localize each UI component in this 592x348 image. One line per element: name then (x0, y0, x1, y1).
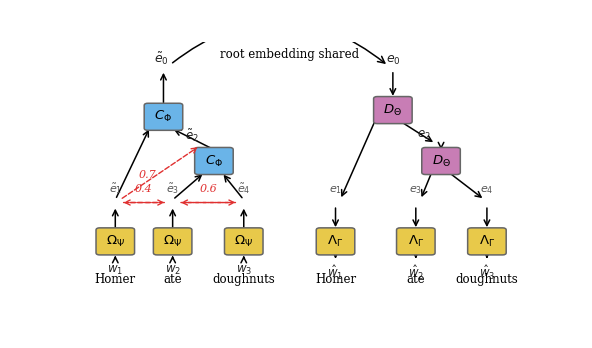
Text: $\hat{w}_3$: $\hat{w}_3$ (479, 264, 495, 282)
Text: 0.6: 0.6 (200, 184, 217, 195)
FancyBboxPatch shape (374, 96, 412, 124)
Text: $\hat{w}_1$: $\hat{w}_1$ (327, 264, 343, 282)
FancyBboxPatch shape (422, 148, 461, 175)
Text: $D_{\Theta}$: $D_{\Theta}$ (384, 103, 403, 118)
FancyBboxPatch shape (144, 103, 183, 130)
FancyBboxPatch shape (397, 228, 435, 255)
Text: $\tilde{e}_2$: $\tilde{e}_2$ (185, 128, 199, 144)
Text: ate: ate (407, 273, 425, 286)
Text: $\tilde{e}_4$: $\tilde{e}_4$ (237, 181, 250, 196)
Text: $\tilde{e}_0$: $\tilde{e}_0$ (154, 51, 169, 67)
FancyBboxPatch shape (224, 228, 263, 255)
Text: $\tilde{e}_1$: $\tilde{e}_1$ (109, 181, 122, 196)
Text: $e_0$: $e_0$ (385, 54, 400, 67)
Text: $e_4$: $e_4$ (480, 184, 494, 196)
FancyBboxPatch shape (195, 148, 233, 175)
Text: Homer: Homer (95, 273, 136, 286)
Text: doughnuts: doughnuts (213, 273, 275, 286)
Text: $e_2$: $e_2$ (417, 129, 430, 142)
FancyBboxPatch shape (468, 228, 506, 255)
Text: $D_{\Theta}$: $D_{\Theta}$ (432, 153, 451, 168)
Text: ate: ate (163, 273, 182, 286)
Text: 0.4: 0.4 (135, 184, 153, 195)
Text: $e_1$: $e_1$ (329, 184, 342, 196)
Text: $\Omega_{\Psi}$: $\Omega_{\Psi}$ (106, 234, 125, 249)
Text: root embedding shared: root embedding shared (220, 48, 359, 62)
Text: $w_3$: $w_3$ (236, 264, 252, 277)
Text: $w_2$: $w_2$ (165, 264, 181, 277)
FancyArrowPatch shape (172, 21, 385, 63)
Text: $\hat{w}_2$: $\hat{w}_2$ (408, 264, 424, 282)
FancyBboxPatch shape (153, 228, 192, 255)
Text: $\Omega_{\Psi}$: $\Omega_{\Psi}$ (234, 234, 253, 249)
Text: $w_1$: $w_1$ (107, 264, 123, 277)
Text: $\Omega_{\Psi}$: $\Omega_{\Psi}$ (163, 234, 182, 249)
FancyBboxPatch shape (96, 228, 134, 255)
Text: $\Lambda_{\Gamma}$: $\Lambda_{\Gamma}$ (479, 234, 495, 249)
Text: $C_{\Phi}$: $C_{\Phi}$ (205, 153, 223, 168)
Text: Homer: Homer (315, 273, 356, 286)
Text: $\Lambda_{\Gamma}$: $\Lambda_{\Gamma}$ (408, 234, 424, 249)
Text: 0.7: 0.7 (139, 170, 156, 180)
Text: $\Lambda_{\Gamma}$: $\Lambda_{\Gamma}$ (327, 234, 343, 249)
FancyBboxPatch shape (316, 228, 355, 255)
Text: $e_3$: $e_3$ (409, 184, 422, 196)
Text: doughnuts: doughnuts (456, 273, 518, 286)
Text: $C_{\Phi}$: $C_{\Phi}$ (155, 109, 172, 124)
Text: $\tilde{e}_3$: $\tilde{e}_3$ (166, 181, 179, 196)
